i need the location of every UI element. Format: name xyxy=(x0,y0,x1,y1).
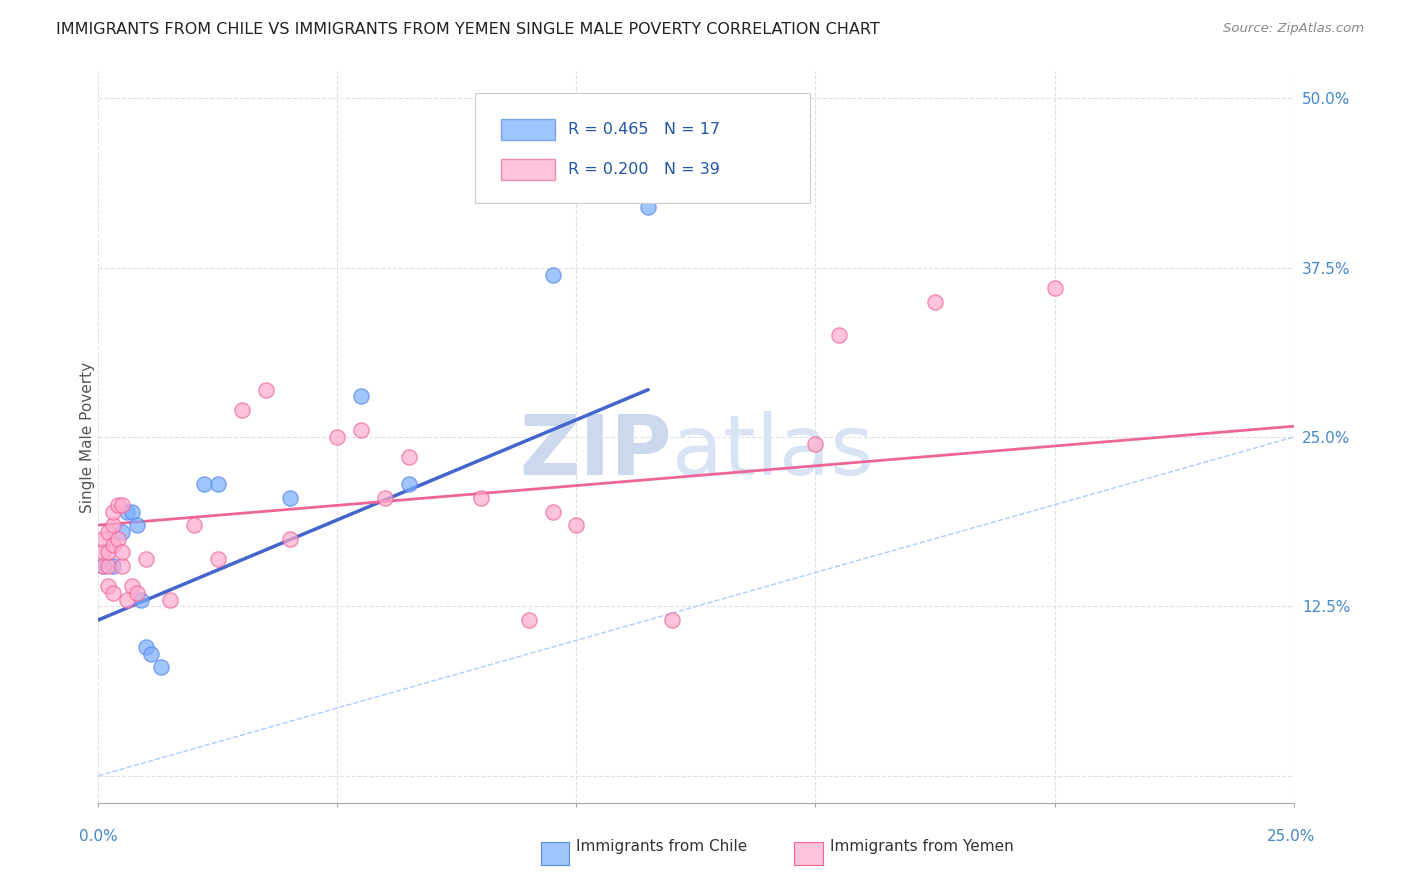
Point xyxy=(97,524,120,539)
FancyBboxPatch shape xyxy=(501,159,555,179)
Point xyxy=(159,592,181,607)
Point xyxy=(91,545,114,559)
Point xyxy=(565,518,588,533)
Text: IMMIGRANTS FROM CHILE VS IMMIGRANTS FROM YEMEN SINGLE MALE POVERTY CORRELATION C: IMMIGRANTS FROM CHILE VS IMMIGRANTS FROM… xyxy=(56,22,880,37)
Point xyxy=(125,586,148,600)
Text: Source: ZipAtlas.com: Source: ZipAtlas.com xyxy=(1223,22,1364,36)
Point xyxy=(183,518,205,533)
Point xyxy=(125,518,148,533)
Point xyxy=(101,538,124,552)
Text: ZIP: ZIP xyxy=(520,411,672,492)
Point xyxy=(97,558,120,573)
Point xyxy=(107,498,129,512)
Point xyxy=(91,558,114,573)
Point xyxy=(661,613,683,627)
Text: R = 0.465   N = 17: R = 0.465 N = 17 xyxy=(568,121,720,136)
Point xyxy=(149,660,172,674)
Point xyxy=(828,328,851,343)
Point xyxy=(517,613,540,627)
Point xyxy=(139,647,162,661)
Point xyxy=(121,505,143,519)
Point xyxy=(254,383,277,397)
Point xyxy=(278,491,301,505)
Point xyxy=(97,579,120,593)
Point xyxy=(115,505,138,519)
Point xyxy=(111,524,134,539)
Point xyxy=(101,586,124,600)
Point xyxy=(374,491,396,505)
Text: Immigrants from Yemen: Immigrants from Yemen xyxy=(830,839,1014,854)
Point xyxy=(111,558,134,573)
FancyBboxPatch shape xyxy=(501,119,555,140)
Point xyxy=(111,545,134,559)
Text: Immigrants from Chile: Immigrants from Chile xyxy=(576,839,748,854)
Text: R = 0.200   N = 39: R = 0.200 N = 39 xyxy=(568,161,720,177)
Point xyxy=(121,579,143,593)
Point xyxy=(111,498,134,512)
Point xyxy=(541,268,564,282)
Point xyxy=(326,430,349,444)
Text: 0.0%: 0.0% xyxy=(79,830,118,844)
Point xyxy=(101,558,124,573)
Point xyxy=(231,403,253,417)
Point xyxy=(135,640,157,654)
Point xyxy=(804,437,827,451)
Point xyxy=(1043,281,1066,295)
Point xyxy=(207,552,229,566)
Point xyxy=(398,477,420,491)
Point xyxy=(398,450,420,465)
Point xyxy=(350,423,373,437)
Point xyxy=(207,477,229,491)
Point xyxy=(107,532,129,546)
Point xyxy=(470,491,492,505)
Y-axis label: Single Male Poverty: Single Male Poverty xyxy=(80,361,94,513)
Point xyxy=(131,592,153,607)
Text: atlas: atlas xyxy=(672,411,873,492)
Point xyxy=(541,505,564,519)
Point xyxy=(91,558,114,573)
Point xyxy=(101,518,124,533)
Text: 25.0%: 25.0% xyxy=(1267,830,1315,844)
Point xyxy=(924,294,946,309)
Point xyxy=(135,552,157,566)
Point xyxy=(115,592,138,607)
Point xyxy=(637,200,659,214)
Point xyxy=(97,545,120,559)
Point xyxy=(101,505,124,519)
Point xyxy=(278,532,301,546)
Point xyxy=(350,389,373,403)
FancyBboxPatch shape xyxy=(475,94,810,203)
Point xyxy=(91,532,114,546)
Point xyxy=(193,477,215,491)
